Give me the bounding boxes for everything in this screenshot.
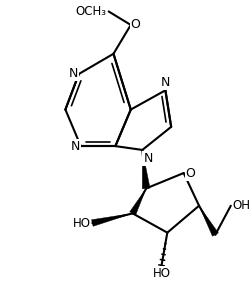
- Text: OCH₃: OCH₃: [76, 5, 107, 18]
- Text: O: O: [185, 166, 196, 180]
- Polygon shape: [142, 150, 150, 189]
- Text: N: N: [143, 152, 153, 165]
- Text: OH: OH: [233, 199, 251, 212]
- Text: O: O: [131, 18, 141, 31]
- Text: N: N: [161, 76, 170, 89]
- Text: N: N: [71, 140, 80, 153]
- Polygon shape: [91, 213, 133, 226]
- Text: HO: HO: [152, 267, 171, 280]
- Text: HO: HO: [72, 217, 90, 230]
- Polygon shape: [130, 188, 146, 215]
- Polygon shape: [199, 206, 218, 236]
- Text: N: N: [69, 67, 78, 80]
